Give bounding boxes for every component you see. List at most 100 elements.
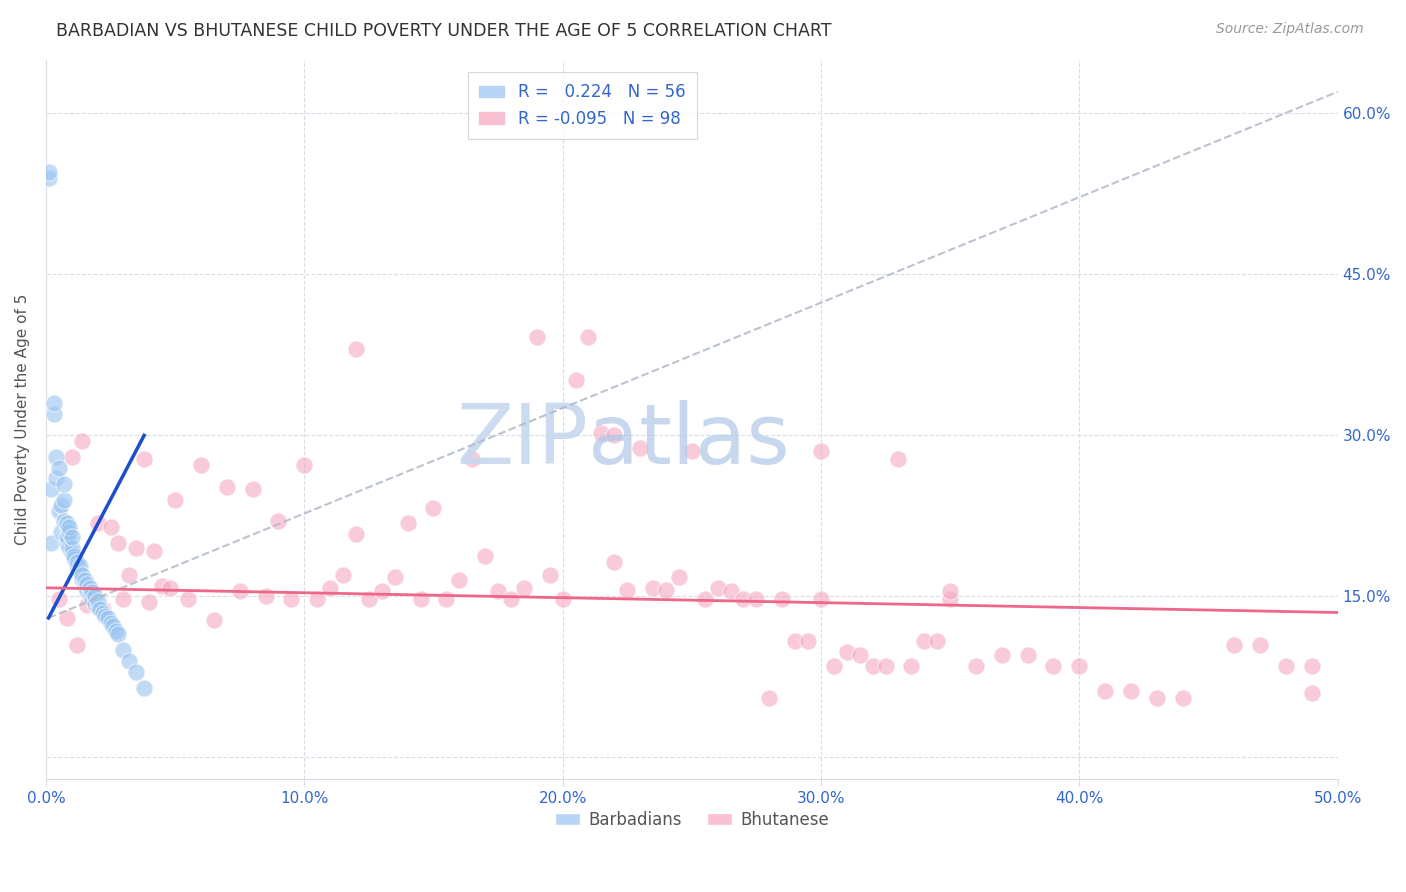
Point <box>1146 691 1168 706</box>
Point <box>810 444 832 458</box>
Point <box>307 591 329 606</box>
Point <box>720 584 742 599</box>
Point <box>1275 659 1298 673</box>
Point <box>319 581 342 595</box>
Point <box>107 627 129 641</box>
Point <box>55 516 77 531</box>
Text: Source: ZipAtlas.com: Source: ZipAtlas.com <box>1216 22 1364 37</box>
Point <box>76 598 98 612</box>
Point <box>912 634 935 648</box>
Point <box>215 480 238 494</box>
Point <box>150 579 173 593</box>
Point <box>55 530 77 544</box>
Point <box>69 566 91 580</box>
Point <box>125 665 148 679</box>
Point <box>86 516 108 531</box>
Point <box>332 568 354 582</box>
Point <box>51 498 73 512</box>
Point <box>706 581 728 595</box>
Point <box>112 643 135 657</box>
Legend: Barbadians, Bhutanese: Barbadians, Bhutanese <box>548 804 835 835</box>
Point <box>104 624 127 638</box>
Point <box>449 574 471 588</box>
Point <box>434 591 457 606</box>
Point <box>125 541 148 555</box>
Point <box>1223 638 1246 652</box>
Point <box>58 524 80 539</box>
Point <box>134 681 156 695</box>
Point <box>344 527 367 541</box>
Point <box>939 591 962 606</box>
Point <box>603 555 626 569</box>
Point <box>862 659 884 673</box>
Point <box>228 584 250 599</box>
Point <box>384 570 406 584</box>
Point <box>76 576 98 591</box>
Point <box>668 570 690 584</box>
Point <box>823 659 845 673</box>
Point <box>101 619 124 633</box>
Point <box>60 541 83 555</box>
Point <box>82 584 104 599</box>
Point <box>42 396 65 410</box>
Point <box>73 579 96 593</box>
Point <box>66 638 89 652</box>
Point <box>1094 684 1116 698</box>
Point <box>758 691 780 706</box>
Point <box>45 450 67 464</box>
Point <box>63 549 86 563</box>
Point <box>91 606 114 620</box>
Point <box>1119 684 1142 698</box>
Point <box>55 611 77 625</box>
Point <box>591 426 613 441</box>
Point <box>513 581 536 595</box>
Point <box>76 584 98 599</box>
Point <box>70 574 93 588</box>
Point <box>681 444 703 458</box>
Point <box>810 591 832 606</box>
Point <box>848 648 870 663</box>
Point <box>242 482 264 496</box>
Point <box>89 602 111 616</box>
Point <box>63 551 86 566</box>
Y-axis label: Child Poverty Under the Age of 5: Child Poverty Under the Age of 5 <box>15 293 30 545</box>
Point <box>48 460 70 475</box>
Point <box>835 645 858 659</box>
Point <box>292 458 315 473</box>
Point <box>409 591 432 606</box>
Point <box>143 544 166 558</box>
Point <box>112 591 135 606</box>
Point <box>538 568 561 582</box>
Point <box>60 546 83 560</box>
Point <box>82 585 104 599</box>
Point <box>53 476 76 491</box>
Point <box>60 450 83 464</box>
Point <box>745 591 768 606</box>
Point <box>693 591 716 606</box>
Point <box>254 590 277 604</box>
Point <box>396 516 419 531</box>
Point <box>616 582 638 597</box>
Point <box>1249 638 1271 652</box>
Point <box>97 611 120 625</box>
Point <box>1042 659 1064 673</box>
Point <box>39 535 62 549</box>
Point <box>641 581 664 595</box>
Point <box>190 458 212 473</box>
Point <box>86 600 108 615</box>
Point <box>100 519 122 533</box>
Point <box>526 329 548 343</box>
Point <box>39 482 62 496</box>
Point <box>48 503 70 517</box>
Point <box>461 452 484 467</box>
Point <box>267 514 290 528</box>
Point <box>69 559 91 574</box>
Point <box>82 591 104 606</box>
Point <box>38 170 60 185</box>
Point <box>100 616 122 631</box>
Point <box>60 530 83 544</box>
Point <box>66 559 89 574</box>
Text: atlas: atlas <box>589 401 790 482</box>
Point <box>91 602 114 616</box>
Point <box>991 648 1014 663</box>
